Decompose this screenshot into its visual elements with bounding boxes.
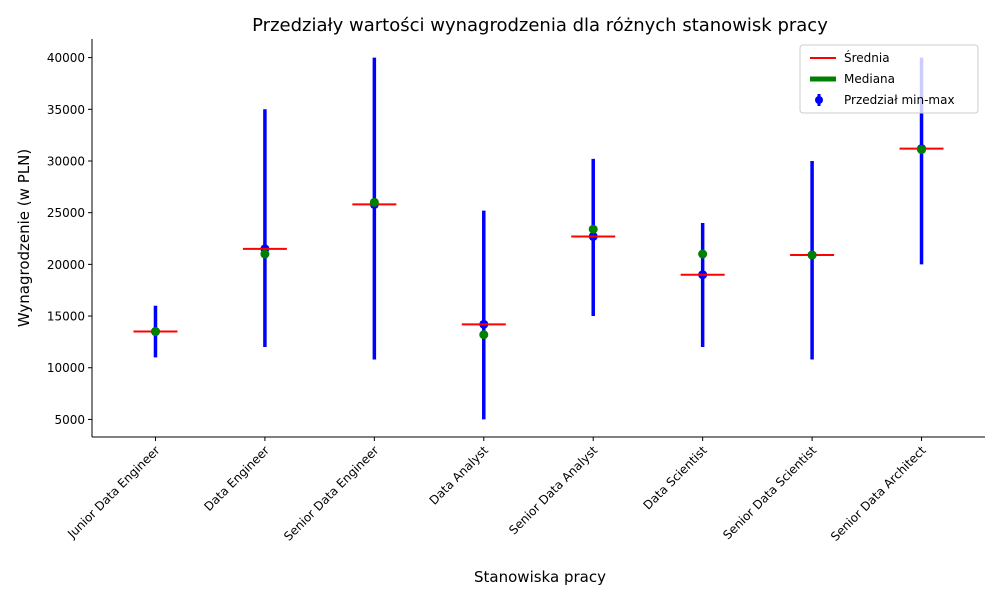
chart-title: Przedziały wartości wynagrodzenia dla ró…: [252, 15, 828, 36]
chart-marks: [133, 57, 944, 420]
x-tick-label: Data Engineer: [201, 443, 272, 514]
median-point-cat-1: [260, 249, 270, 259]
x-tick-label: Senior Data Engineer: [281, 443, 381, 543]
y-tick-label: 40000: [47, 51, 85, 65]
chart-axes: 5000 10000 15000 20000 25000 30000 35000 40000 J…: [47, 39, 985, 544]
y-tick-label: 30000: [47, 154, 85, 168]
median-point-cat-3: [479, 330, 489, 340]
legend-box: [799, 44, 979, 114]
x-tick-label: Data Scientist: [640, 443, 710, 513]
median-point-cat-7: [917, 145, 927, 155]
median-point-cat-2: [369, 197, 379, 207]
median-point-cat-4: [588, 224, 598, 234]
y-axis-label: Wynagrodzenie (w PLN): [15, 149, 33, 327]
legend-label: Mediana: [844, 72, 895, 86]
legend: Średnia Mediana Przedział min-max: [799, 44, 979, 114]
median-point-cat-5: [698, 249, 708, 259]
y-tick-label: 15000: [47, 310, 85, 324]
x-tick-label: Senior Data Analyst: [506, 443, 600, 537]
y-tick-label: 10000: [47, 361, 85, 375]
y-tick-label: 20000: [47, 258, 85, 272]
x-tick-label: Senior Data Architect: [828, 443, 929, 544]
y-tick-label: 35000: [47, 103, 85, 117]
legend-swatch-range-dot: [815, 96, 823, 104]
x-axis-label: Stanowiska pracy: [474, 568, 606, 586]
x-tick-label: Data Analyst: [427, 443, 492, 508]
x-tick-label: Junior Data Engineer: [64, 443, 162, 541]
legend-label: Średnia: [844, 50, 890, 65]
y-tick-label: 5000: [54, 413, 85, 427]
legend-label: Przedział min-max: [844, 93, 955, 107]
x-tick-label: Senior Data Scientist: [720, 443, 819, 542]
median-point-cat-6: [807, 250, 817, 260]
median-point-cat-0: [150, 327, 160, 337]
y-tick-label: 25000: [47, 206, 85, 220]
